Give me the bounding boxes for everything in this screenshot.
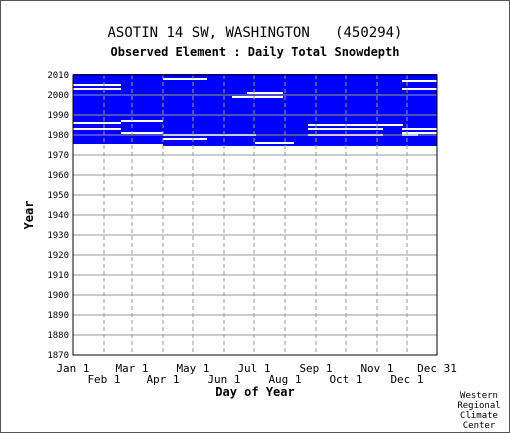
- data-gap-7: [163, 138, 207, 140]
- axes-layer: 1870 1880 1890 1900 1910 1920 1930 1940 1950 1960…: [47, 71, 457, 386]
- y-tick-label: 1950: [47, 191, 69, 201]
- y-tick-label: 1960: [47, 171, 69, 181]
- data-gap-15: [376, 124, 403, 126]
- x-tick-label: May 1: [176, 362, 209, 375]
- data-gap-20: [402, 132, 437, 134]
- y-tick-label: 1920: [47, 251, 69, 261]
- x-tick-label: Dec 31: [417, 362, 457, 375]
- data-gap-19: [402, 88, 437, 90]
- x-tick-label: Apr 1: [146, 373, 179, 386]
- x-tick-label: Dec 1: [390, 373, 423, 386]
- data-gap-6: [121, 120, 163, 122]
- grid-layer: [73, 74, 437, 356]
- y-tick-label: 1970: [47, 151, 69, 161]
- data-gap-5: [121, 132, 163, 134]
- y-tick-label: 1930: [47, 231, 69, 241]
- x-tick-label: Sep 1: [299, 362, 332, 375]
- x-tick-label: Nov 1: [360, 362, 393, 375]
- x-tick-label: Oct 1: [329, 373, 362, 386]
- y-axis-label: Year: [22, 201, 36, 230]
- y-tick-label: 2010: [47, 71, 69, 81]
- data-gap-21: [412, 128, 437, 130]
- data-gap-16: [402, 128, 418, 130]
- x-tick-label: Aug 1: [268, 373, 301, 386]
- y-tick-label: 1900: [47, 291, 69, 301]
- x-tick-label: Jan 1: [56, 362, 89, 375]
- y-tick-label: 1980: [47, 131, 69, 141]
- data-layer: [73, 74, 437, 146]
- x-tick-label: Feb 1: [87, 373, 120, 386]
- data-gap-22: [232, 96, 283, 98]
- y-tick-label: 1890: [47, 311, 69, 321]
- y-tick-label: 2000: [47, 91, 69, 101]
- y-tick-label: 1880: [47, 331, 69, 341]
- x-tick-label: Jun 1: [207, 373, 240, 386]
- y-tick-label: 1990: [47, 111, 69, 121]
- y-tick-label: 1940: [47, 211, 69, 221]
- x-tick-label: Jul 1: [237, 362, 270, 375]
- data-gap-1: [73, 128, 121, 130]
- y-tick-label: 1870: [47, 351, 69, 361]
- data-gap-9: [163, 78, 207, 80]
- chart-title: ASOTIN 14 SW, WASHINGTON (450294): [107, 25, 403, 41]
- data-gap-2: [73, 122, 121, 124]
- y-tick-label: 1910: [47, 271, 69, 281]
- data-gap-12: [308, 128, 383, 130]
- data-gap-3: [73, 88, 121, 90]
- credit-text: Western Regional Climate Center: [457, 391, 501, 431]
- data-gap-4: [73, 84, 121, 86]
- chart-subtitle: Observed Element : Daily Total Snowdepth: [110, 45, 400, 59]
- data-gap-18: [402, 80, 437, 82]
- x-axis-label: Day of Year: [215, 385, 294, 399]
- plot-frame: [72, 74, 438, 356]
- data-gap-23: [247, 92, 283, 94]
- x-tick-label: Mar 1: [115, 362, 148, 375]
- data-gap-14: [255, 142, 294, 144]
